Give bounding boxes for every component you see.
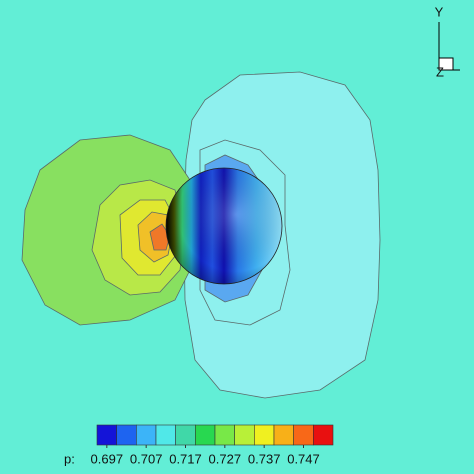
colorbar-swatch bbox=[96, 424, 117, 446]
colorbar-swatch bbox=[214, 424, 235, 446]
colorbar-swatch bbox=[195, 424, 216, 446]
colorbar-swatch bbox=[116, 424, 137, 446]
colorbar-swatch bbox=[273, 424, 294, 446]
axis-triad: Y Z bbox=[435, 4, 460, 79]
colorbar-swatch bbox=[254, 424, 275, 446]
colorbar-tick-label: 0.737 bbox=[248, 451, 281, 466]
axis-label: Z bbox=[436, 64, 444, 79]
colorbar-tick-label: 0.747 bbox=[287, 451, 320, 466]
axis-label: Y bbox=[435, 4, 444, 19]
colorbar-swatch bbox=[136, 424, 157, 446]
colorbar-label: p: bbox=[64, 451, 75, 466]
colorbar-tick-label: 0.717 bbox=[169, 451, 202, 466]
colorbar-swatch bbox=[293, 424, 314, 446]
sphere-shade bbox=[166, 168, 282, 284]
colorbar-swatch bbox=[155, 424, 176, 446]
triad-box bbox=[438, 57, 454, 71]
colorbar-swatch bbox=[175, 424, 196, 446]
colorbar-tick-label: 0.707 bbox=[130, 451, 163, 466]
colorbar-tick-label: 0.697 bbox=[91, 451, 124, 466]
colorbar-swatch bbox=[313, 424, 334, 446]
colorbar-swatch bbox=[234, 424, 255, 446]
colorbar-tick-label: 0.727 bbox=[209, 451, 242, 466]
contour-region bbox=[149, 223, 171, 251]
